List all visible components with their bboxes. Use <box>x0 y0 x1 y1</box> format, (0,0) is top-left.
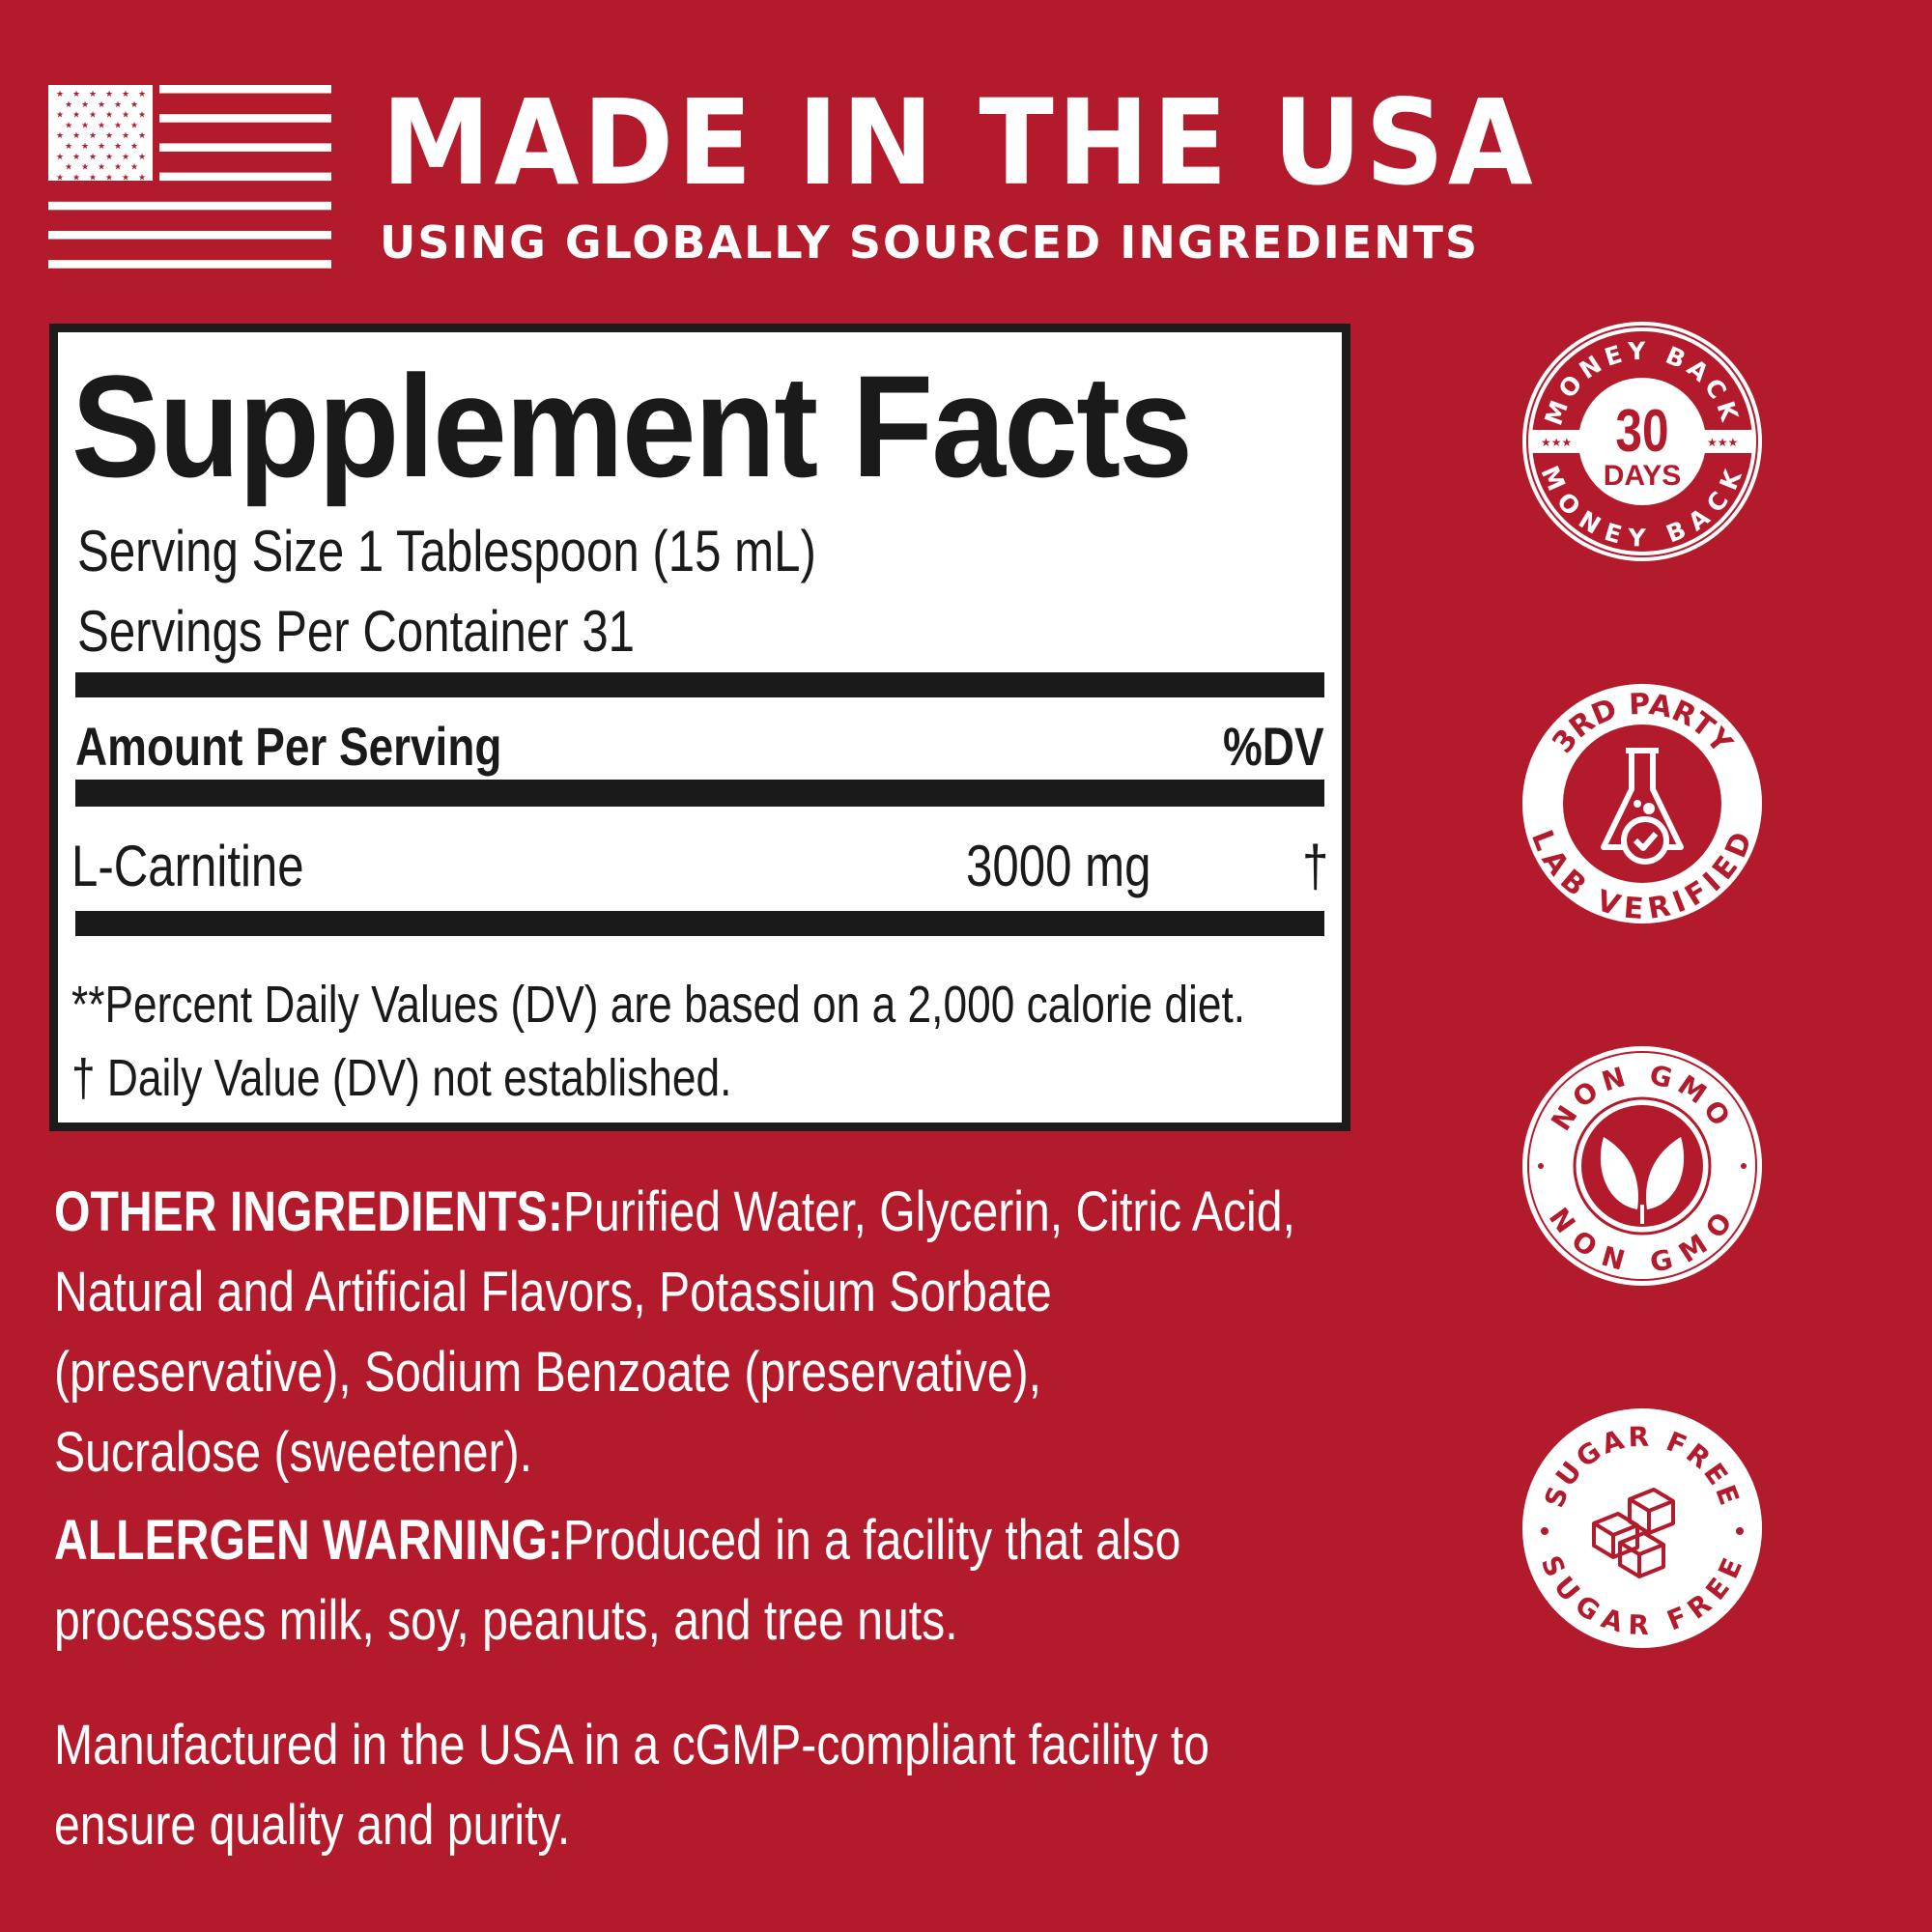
nutrient-amount: 3000 mg <box>966 834 1151 898</box>
non-gmo-badge: NON GMO NON GMO <box>1522 1046 1762 1286</box>
page-title: MADE IN THE USA <box>382 74 1537 212</box>
manufactured-statement: Manufactured in the USA in a cGMP-compli… <box>54 1705 1446 1865</box>
flag-star: ★ <box>130 120 138 129</box>
footnote-dv: **Percent Daily Values (DV) are based on… <box>71 976 1246 1034</box>
flag-star: ★ <box>81 99 89 109</box>
flag-star: ★ <box>138 172 146 182</box>
ingredients-line: Sucralose (sweetener). <box>54 1421 532 1484</box>
flag-star: ★ <box>72 110 80 120</box>
flag-star: ★ <box>56 89 64 99</box>
page-subtitle: USING GLOBALLY SOURCED INGREDIENTS <box>380 216 1480 269</box>
allergen-label: ALLERGEN WARNING: <box>54 1509 563 1572</box>
flag-star: ★ <box>114 141 122 151</box>
divider <box>75 672 1324 697</box>
flag-star: ★ <box>105 110 113 120</box>
manufactured-line: ensure quality and purity. <box>54 1794 571 1857</box>
flag-star: ★ <box>98 120 105 129</box>
flag-star: ★ <box>89 110 97 120</box>
money-back-badge: MONEY BACK MONEY BACK ★★★ ★★★ 30 DAYS <box>1522 322 1762 561</box>
flag-star: ★ <box>81 162 89 172</box>
ingredients-line: Natural and Artificial Flavors, Potassiu… <box>54 1261 1052 1323</box>
flag-star: ★ <box>105 89 113 99</box>
facts-title: Supplement Facts <box>71 345 1193 507</box>
flag-star: ★ <box>105 172 113 182</box>
flag-star: ★ <box>122 172 129 182</box>
serving-size: Serving Size 1 Tablespoon (15 mL) <box>77 519 816 583</box>
flag-star: ★ <box>98 99 105 109</box>
divider <box>75 911 1324 936</box>
flag-stripe <box>159 172 331 182</box>
flag-star: ★ <box>105 130 113 140</box>
sugar-free-badge: SUGAR FREE SUGAR FREE <box>1522 1408 1762 1648</box>
flag-star: ★ <box>56 172 64 182</box>
svg-text:30: 30 <box>1615 397 1668 465</box>
manufactured-line: Manufactured in the USA in a cGMP-compli… <box>54 1714 1210 1776</box>
allergen-warning: ALLERGEN WARNING: Produced in a facility… <box>54 1500 1411 1661</box>
flag-star: ★ <box>138 89 146 99</box>
flag-star: ★ <box>114 120 122 129</box>
flag-star: ★ <box>89 130 97 140</box>
dv-header: %DV <box>1223 716 1324 777</box>
flag-star: ★ <box>130 162 138 172</box>
flag-star: ★ <box>138 152 146 161</box>
sugar-cubes-icon <box>1592 1488 1675 1578</box>
svg-text:DAYS: DAYS <box>1604 460 1682 492</box>
nutrient-dv: † <box>1302 834 1329 898</box>
ingredients-line: Purified Water, Glycerin, Citric Acid, <box>562 1180 1295 1243</box>
flag-star: ★ <box>89 152 97 161</box>
lab-verified-badge: 3RD PARTY LAB VERIFIED <box>1522 684 1762 924</box>
flag-star: ★ <box>130 141 138 151</box>
flag-star: ★ <box>65 120 72 129</box>
flag-star: ★ <box>72 130 80 140</box>
flag-star: ★ <box>98 162 105 172</box>
flag-star: ★ <box>98 141 105 151</box>
flag-star: ★ <box>122 110 129 120</box>
flag-star: ★ <box>65 99 72 109</box>
flag-star: ★ <box>56 130 64 140</box>
flag-star: ★ <box>89 89 97 99</box>
servings-per-container: Servings Per Container 31 <box>77 599 636 664</box>
flag-star: ★ <box>122 130 129 140</box>
flag-star: ★ <box>114 99 122 109</box>
allergen-line: Produced in a facility that also <box>562 1509 1181 1572</box>
flag-star: ★ <box>72 152 80 161</box>
flag-star: ★ <box>65 162 72 172</box>
flag-star: ★ <box>72 172 80 182</box>
flag-star: ★ <box>138 110 146 120</box>
footnote-dagger: † Daily Value (DV) not established. <box>71 1049 732 1107</box>
flag-stripe <box>48 231 331 240</box>
flag-star: ★ <box>56 152 64 161</box>
flag-star: ★ <box>81 141 89 151</box>
amount-header: Amount Per Serving <box>75 716 502 777</box>
flag-star: ★ <box>89 172 97 182</box>
flag-star: ★ <box>56 110 64 120</box>
flask-check-icon <box>1601 748 1684 865</box>
flag-star: ★ <box>105 152 113 161</box>
flag-stripe <box>159 85 331 94</box>
divider <box>75 780 1324 807</box>
us-flag-icon: ★ ★ ★ ★ ★ ★★ ★ ★ ★ ★★ ★ ★ ★ ★ ★★ ★ ★ ★ ★★ ★ ★ ★ ★ ★★ ★ ★ ★ ★★ ★ ★ ★ ★ ★★… <box>48 85 331 269</box>
flag-star: ★ <box>122 152 129 161</box>
flag-star: ★ <box>130 99 138 109</box>
flag-star: ★ <box>122 89 129 99</box>
flag-star: ★ <box>81 120 89 129</box>
flag-star: ★ <box>65 141 72 151</box>
leaf-icon <box>1600 1137 1685 1224</box>
allergen-line: processes milk, soy, peanuts, and tree n… <box>54 1589 958 1652</box>
flag-star: ★ <box>72 89 80 99</box>
flag-stripe <box>48 201 331 211</box>
other-ingredients-label: OTHER INGREDIENTS: <box>54 1180 563 1243</box>
flag-star: ★ <box>138 130 146 140</box>
flag-stripe <box>159 143 331 152</box>
flag-star: ★ <box>114 162 122 172</box>
svg-text:★★★: ★★★ <box>1541 436 1572 449</box>
supplement-facts-panel: Supplement Facts Serving Size 1 Tablespo… <box>49 324 1350 1131</box>
svg-text:★★★: ★★★ <box>1707 436 1738 449</box>
flag-stripe <box>48 260 331 269</box>
nutrient-name: L-Carnitine <box>71 834 304 898</box>
flag-stripe <box>159 114 331 123</box>
ingredients-line: (preservative), Sodium Benzoate (preserv… <box>54 1341 1042 1404</box>
other-ingredients: OTHER INGREDIENTS: Purified Water, Glyce… <box>54 1172 1549 1492</box>
